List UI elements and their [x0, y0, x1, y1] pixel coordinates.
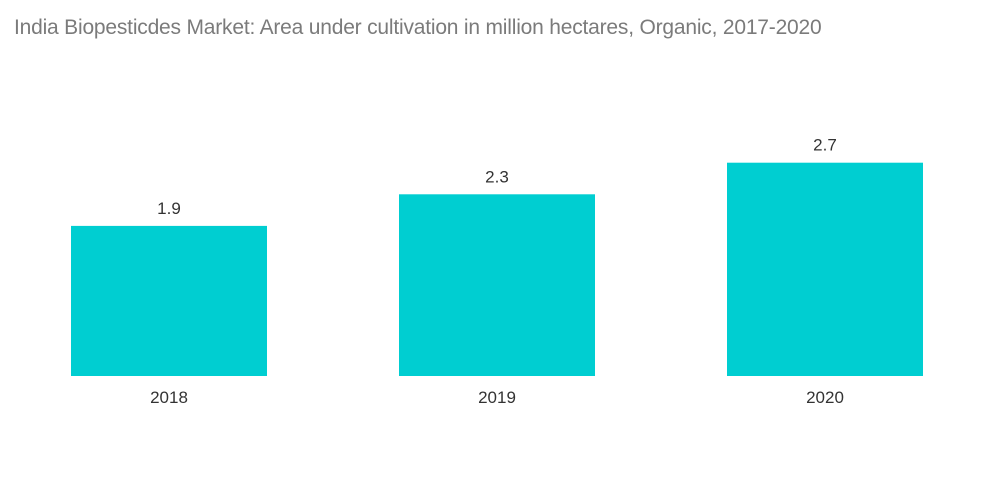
data-label-2019: 2.3: [485, 167, 509, 186]
bar-2018: [71, 225, 267, 376]
bar-2019: [399, 194, 595, 376]
x-tick-label-2020: 2020: [806, 388, 844, 407]
data-labels-layer: 1.9 2.3 2.7: [157, 136, 837, 218]
x-tick-label-2019: 2019: [478, 388, 516, 407]
data-label-2018: 1.9: [157, 199, 181, 218]
chart-title: India Biopesticdes Market: Area under cu…: [14, 16, 822, 39]
data-label-2020: 2.7: [813, 136, 837, 155]
bars-layer: [71, 162, 923, 376]
bar-2020: [727, 162, 923, 376]
x-tick-label-2018: 2018: [150, 388, 188, 407]
x-axis-ticks: 2018 2019 2020: [150, 388, 844, 407]
